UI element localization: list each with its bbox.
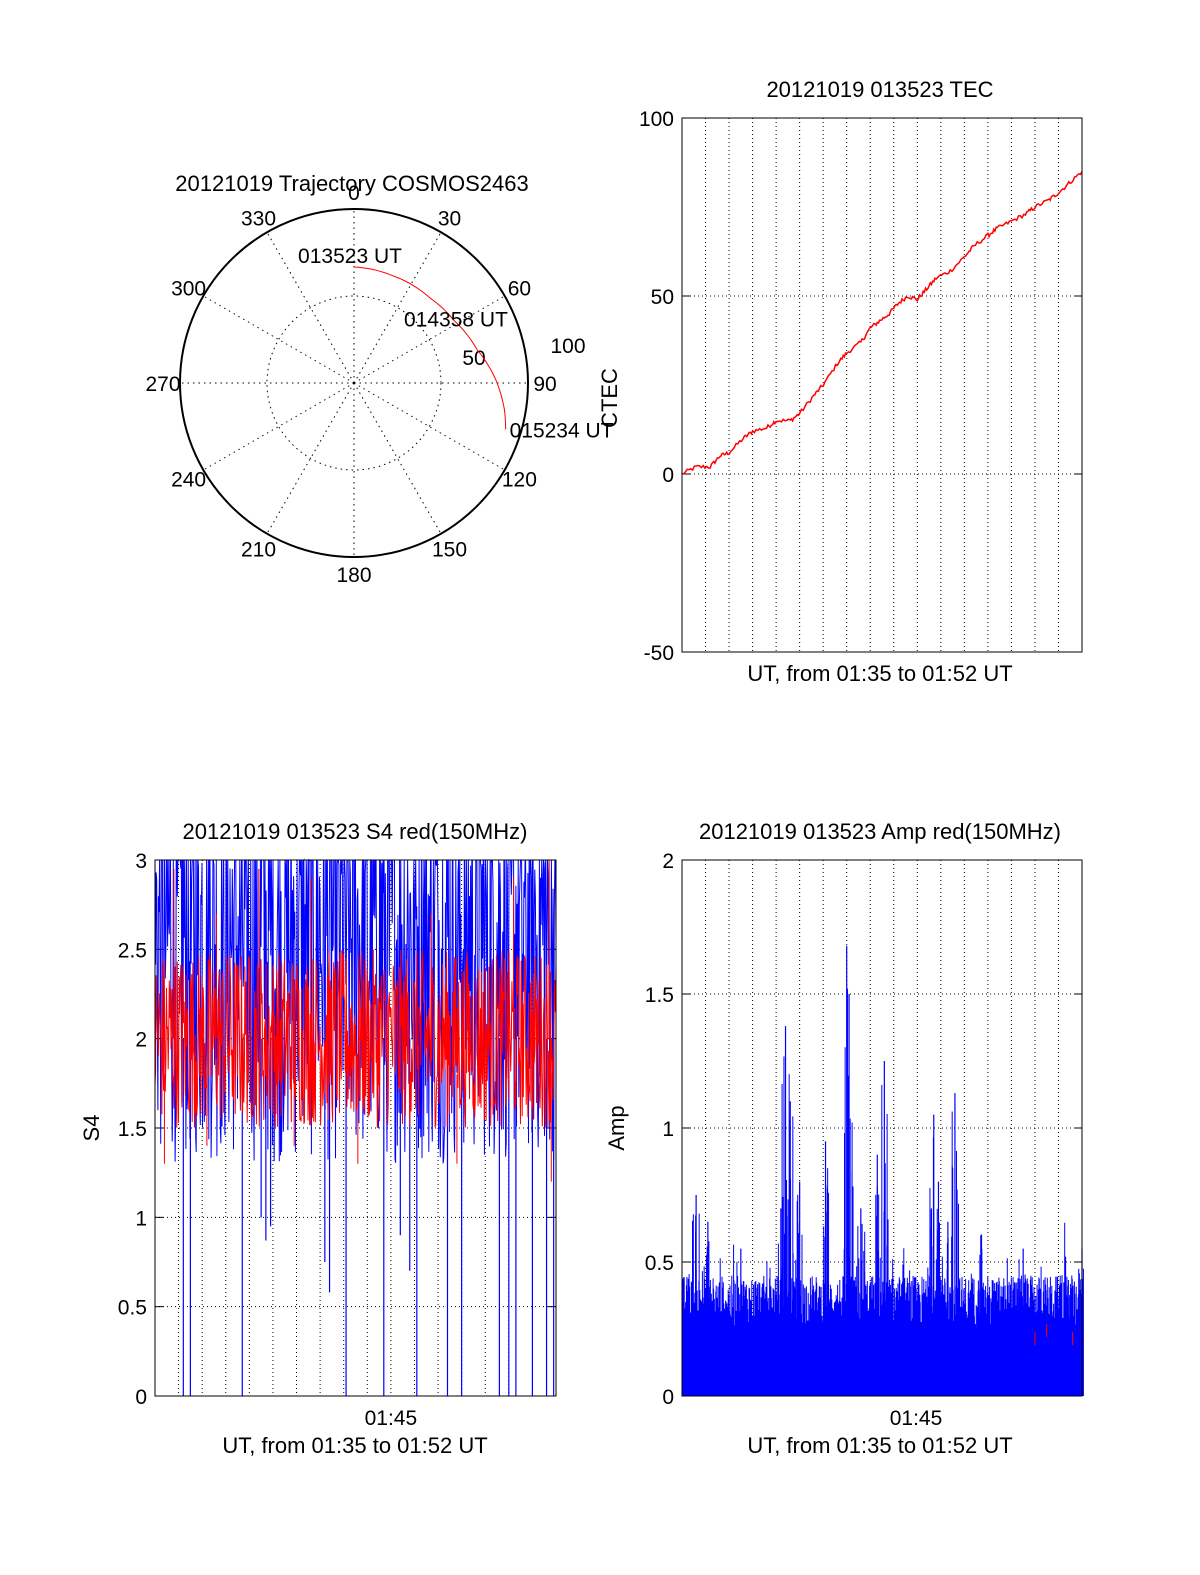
s4-red-series (154, 860, 557, 1182)
polar-azimuth-labels: 0 30 60 90 120 150 180 210 240 270 300 330 50 100 (145, 182, 585, 587)
azimuth-label-90: 90 (533, 373, 556, 396)
tec-axes-frame (681, 117, 1083, 653)
polar-spoke-150 (353, 382, 442, 534)
polar-spoke-300 (203, 295, 355, 384)
azimuth-label-120: 120 (502, 469, 537, 492)
polar-spoke-330 (266, 232, 355, 384)
s4-red-noise (154, 949, 557, 1128)
s4-y-tick-label-2: 2 (135, 1029, 147, 1052)
tec-y-tick-labels: -50 0 50 100 (639, 108, 1082, 665)
tec-y-tick-label-50: 50 (651, 286, 674, 309)
tec-x-label: UT, from 01:35 to 01:52 UT (747, 661, 1012, 686)
polar-title: 20121019 Trajectory COSMOS2463 (175, 171, 528, 196)
polar-outer-circle (179, 208, 529, 558)
tec-y-tick-label--50: -50 (644, 642, 674, 665)
polar-spoke-30 (353, 232, 442, 384)
azimuth-label-270: 270 (145, 373, 180, 396)
s4-y-tick-label-1: 1 (135, 1207, 147, 1230)
trajectory-annotation-2: 014358 UT (404, 309, 508, 332)
trajectory-annotations: 013523 UT 014358 UT 015234 UT (298, 245, 614, 442)
azimuth-label-0: 0 (348, 182, 360, 205)
amp-title: 20121019 013523 Amp red(150MHz) (699, 819, 1061, 844)
s4-x-tick-label: 01:45 (365, 1407, 418, 1430)
s4-title: 20121019 013523 S4 red(150MHz) (183, 819, 528, 844)
amp-x-label: UT, from 01:35 to 01:52 UT (747, 1433, 1012, 1458)
azimuth-label-180: 180 (336, 564, 371, 587)
azimuth-label-330: 330 (241, 208, 276, 231)
s4-y-tick-label-0.5: 0.5 (118, 1297, 147, 1320)
trajectory-annotation-3: 015234 UT (510, 419, 614, 442)
polar-grid-circle (266, 295, 442, 471)
s4-x-label: UT, from 01:35 to 01:52 UT (222, 1433, 487, 1458)
amp-series-bars (681, 945, 1084, 1396)
tec-y-tick-label-0: 0 (662, 464, 674, 487)
amp-y-tick-labels: 0 0.5 1 1.5 2 (645, 850, 1082, 1409)
polar-spoke-210 (266, 382, 355, 534)
tec-y-tick-label-100: 100 (639, 108, 674, 131)
tec-y-label: CTEC (597, 368, 622, 428)
amp-y-tick-label-1.5: 1.5 (645, 984, 674, 1007)
polar-panel: 20121019 Trajectory COSMOS2463 0 30 60 90 12… (145, 171, 613, 587)
azimuth-label-30: 30 (438, 208, 461, 231)
amp-y-tick-label-2: 2 (662, 850, 674, 873)
tec-series-line (681, 171, 1083, 475)
tec-title: 20121019 013523 TEC (766, 77, 993, 102)
s4-y-tick-label-0: 0 (135, 1386, 147, 1409)
s4-panel: 20121019 013523 S4 red(150MHz) 0 0.5 1 1.5 2… (79, 819, 557, 1458)
radial-label-100: 100 (550, 335, 585, 358)
amp-y-label: Amp (604, 1105, 629, 1150)
azimuth-label-210: 210 (241, 538, 276, 561)
amp-y-tick-label-0: 0 (662, 1386, 674, 1409)
tec-grid (682, 117, 1082, 653)
radial-label-50: 50 (462, 347, 485, 370)
amp-panel: 20121019 013523 Amp red(150MHz) 0 0.5 1 1.5… (604, 819, 1084, 1458)
s4-y-tick-labels: 0 0.5 1 1.5 2 2.5 3 (118, 850, 556, 1409)
polar-spoke-120 (353, 382, 505, 471)
amp-y-tick-label-1: 1 (662, 1118, 674, 1141)
s4-y-label: S4 (79, 1115, 104, 1142)
trajectory-line (353, 266, 507, 430)
trajectory-annotation-1: 013523 UT (298, 245, 402, 268)
amp-y-tick-label-0.5: 0.5 (645, 1252, 674, 1275)
azimuth-label-240: 240 (171, 469, 206, 492)
azimuth-label-300: 300 (171, 278, 206, 301)
azimuth-label-60: 60 (508, 278, 531, 301)
amp-axes-frame (681, 859, 1083, 1397)
s4-y-tick-label-2.5: 2.5 (118, 939, 147, 962)
polar-spoke-60 (353, 295, 505, 384)
polar-spoke-240 (203, 382, 355, 471)
amp-x-tick-label: 01:45 (890, 1407, 943, 1430)
s4-y-tick-label-3: 3 (135, 850, 147, 873)
tec-panel: 20121019 013523 TEC -50 0 50 100 UT, from 0… (597, 77, 1083, 686)
s4-y-tick-label-1.5: 1.5 (118, 1118, 147, 1141)
s4-axes-frame (154, 859, 557, 1397)
azimuth-label-150: 150 (432, 538, 467, 561)
polar-grid (179, 208, 529, 558)
